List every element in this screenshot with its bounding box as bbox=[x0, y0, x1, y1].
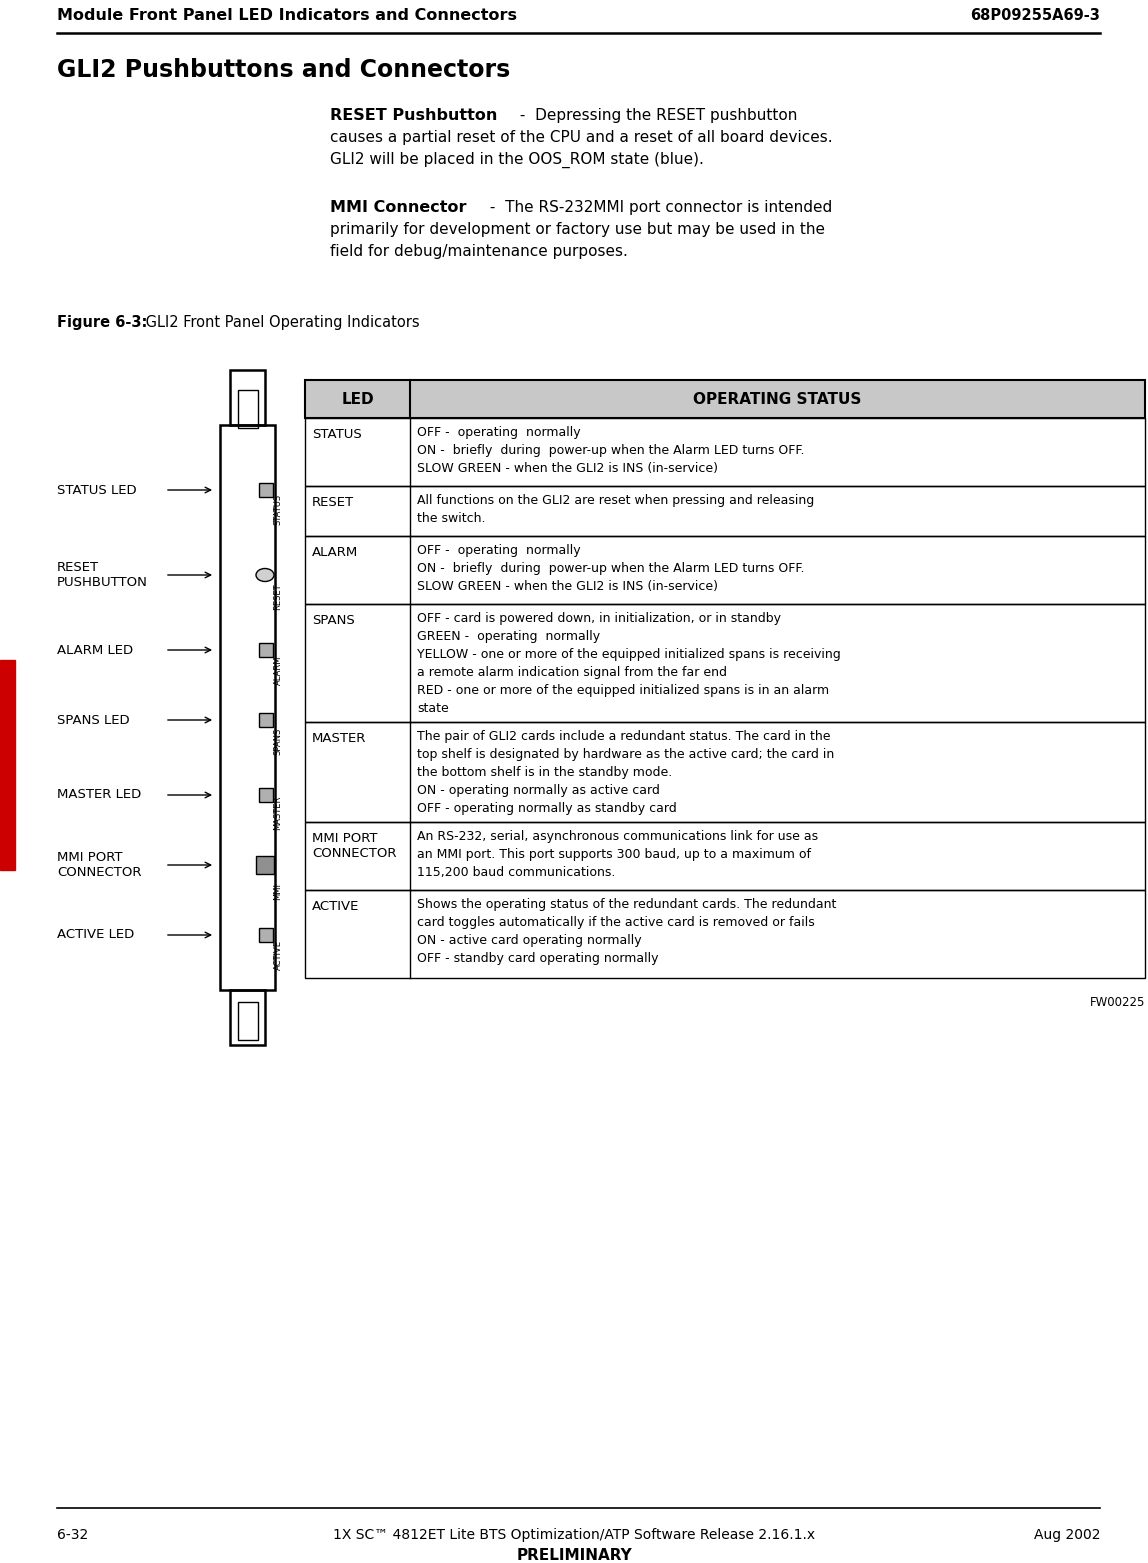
Text: causes a partial reset of the CPU and a reset of all board devices.: causes a partial reset of the CPU and a … bbox=[329, 130, 832, 145]
Bar bbox=[259, 713, 273, 727]
Text: ALARM: ALARM bbox=[273, 655, 282, 685]
Bar bbox=[238, 1002, 257, 1039]
Bar bbox=[238, 391, 257, 428]
Text: ALARM LED: ALARM LED bbox=[57, 644, 133, 656]
Text: SPANS LED: SPANS LED bbox=[57, 713, 130, 727]
Bar bbox=[305, 536, 1145, 603]
Text: GLI2 Pushbuttons and Connectors: GLI2 Pushbuttons and Connectors bbox=[57, 58, 510, 81]
Bar bbox=[256, 857, 274, 874]
Text: OFF - card is powered down, in initialization, or in standby
GREEN -  operating : OFF - card is powered down, in initializ… bbox=[417, 613, 840, 714]
Text: OFF -  operating  normally
ON -  briefly  during  power-up when the Alarm LED tu: OFF - operating normally ON - briefly du… bbox=[417, 544, 805, 592]
Text: MMI PORT
CONNECTOR: MMI PORT CONNECTOR bbox=[57, 850, 141, 878]
Bar bbox=[259, 642, 273, 656]
Text: FW00225: FW00225 bbox=[1089, 996, 1145, 1010]
Text: -  The RS-232MMI port connector is intended: - The RS-232MMI port connector is intend… bbox=[484, 200, 832, 216]
Text: MMI: MMI bbox=[273, 883, 282, 900]
Text: STATUS LED: STATUS LED bbox=[57, 483, 137, 497]
Text: STATUS: STATUS bbox=[273, 494, 282, 525]
Bar bbox=[230, 989, 265, 1046]
Text: Figure 6-3:: Figure 6-3: bbox=[57, 316, 147, 330]
Text: ACTIVE LED: ACTIVE LED bbox=[57, 928, 134, 941]
Text: MASTER: MASTER bbox=[312, 731, 366, 746]
Text: 6-32: 6-32 bbox=[57, 1529, 88, 1543]
Bar bbox=[230, 370, 265, 425]
Text: Aug 2002: Aug 2002 bbox=[1033, 1529, 1100, 1543]
Text: ACTIVE: ACTIVE bbox=[312, 900, 359, 913]
Text: STATUS: STATUS bbox=[312, 428, 362, 441]
Text: The pair of GLI2 cards include a redundant status. The card in the
top shelf is : The pair of GLI2 cards include a redunda… bbox=[417, 730, 835, 814]
Text: OFF -  operating  normally
ON -  briefly  during  power-up when the Alarm LED tu: OFF - operating normally ON - briefly du… bbox=[417, 427, 805, 475]
Bar bbox=[305, 722, 1145, 822]
Text: GLI2 will be placed in the OOS_ROM state (blue).: GLI2 will be placed in the OOS_ROM state… bbox=[329, 152, 704, 169]
Ellipse shape bbox=[256, 569, 274, 581]
Bar bbox=[305, 380, 1145, 417]
Bar bbox=[259, 788, 273, 802]
Bar bbox=[305, 889, 1145, 978]
Text: LED: LED bbox=[341, 391, 374, 406]
Text: ACTIVE: ACTIVE bbox=[273, 939, 282, 971]
Text: RESET
PUSHBUTTON: RESET PUSHBUTTON bbox=[57, 561, 148, 589]
Text: ALARM: ALARM bbox=[312, 545, 358, 560]
Text: field for debug/maintenance purposes.: field for debug/maintenance purposes. bbox=[329, 244, 628, 259]
Text: All functions on the GLI2 are reset when pressing and releasing
the switch.: All functions on the GLI2 are reset when… bbox=[417, 494, 814, 525]
Text: MMI PORT
CONNECTOR: MMI PORT CONNECTOR bbox=[312, 832, 396, 860]
Bar bbox=[259, 928, 273, 942]
Bar bbox=[0, 660, 15, 871]
Bar bbox=[259, 483, 273, 497]
Text: SPANS: SPANS bbox=[312, 614, 355, 627]
Bar bbox=[305, 486, 1145, 536]
Text: RESET: RESET bbox=[312, 495, 354, 510]
Bar bbox=[305, 603, 1145, 722]
Text: PRELIMINARY: PRELIMINARY bbox=[517, 1547, 631, 1563]
Text: Module Front Panel LED Indicators and Connectors: Module Front Panel LED Indicators and Co… bbox=[57, 8, 517, 23]
Text: OPERATING STATUS: OPERATING STATUS bbox=[693, 391, 862, 406]
Text: GLI2 Front Panel Operating Indicators: GLI2 Front Panel Operating Indicators bbox=[141, 316, 420, 330]
Text: MMI Connector: MMI Connector bbox=[329, 200, 466, 216]
Text: MASTER LED: MASTER LED bbox=[57, 788, 141, 802]
Text: 1X SC™ 4812ET Lite BTS Optimization/ATP Software Release 2.16.1.x: 1X SC™ 4812ET Lite BTS Optimization/ATP … bbox=[333, 1529, 815, 1543]
Text: RESET: RESET bbox=[273, 583, 282, 610]
Text: An RS-232, serial, asynchronous communications link for use as
an MMI port. This: An RS-232, serial, asynchronous communic… bbox=[417, 830, 819, 878]
Bar bbox=[305, 822, 1145, 889]
Text: primarily for development or factory use but may be used in the: primarily for development or factory use… bbox=[329, 222, 825, 238]
Text: MASTER: MASTER bbox=[273, 796, 282, 830]
Text: Shows the operating status of the redundant cards. The redundant
card toggles au: Shows the operating status of the redund… bbox=[417, 899, 837, 964]
Text: 68P09255A69-3: 68P09255A69-3 bbox=[970, 8, 1100, 23]
Text: RESET Pushbutton: RESET Pushbutton bbox=[329, 108, 497, 123]
Text: SPANS: SPANS bbox=[273, 728, 282, 755]
Bar bbox=[220, 425, 276, 989]
Bar bbox=[305, 417, 1145, 486]
Text: -  Depressing the RESET pushbutton: - Depressing the RESET pushbutton bbox=[515, 108, 798, 123]
